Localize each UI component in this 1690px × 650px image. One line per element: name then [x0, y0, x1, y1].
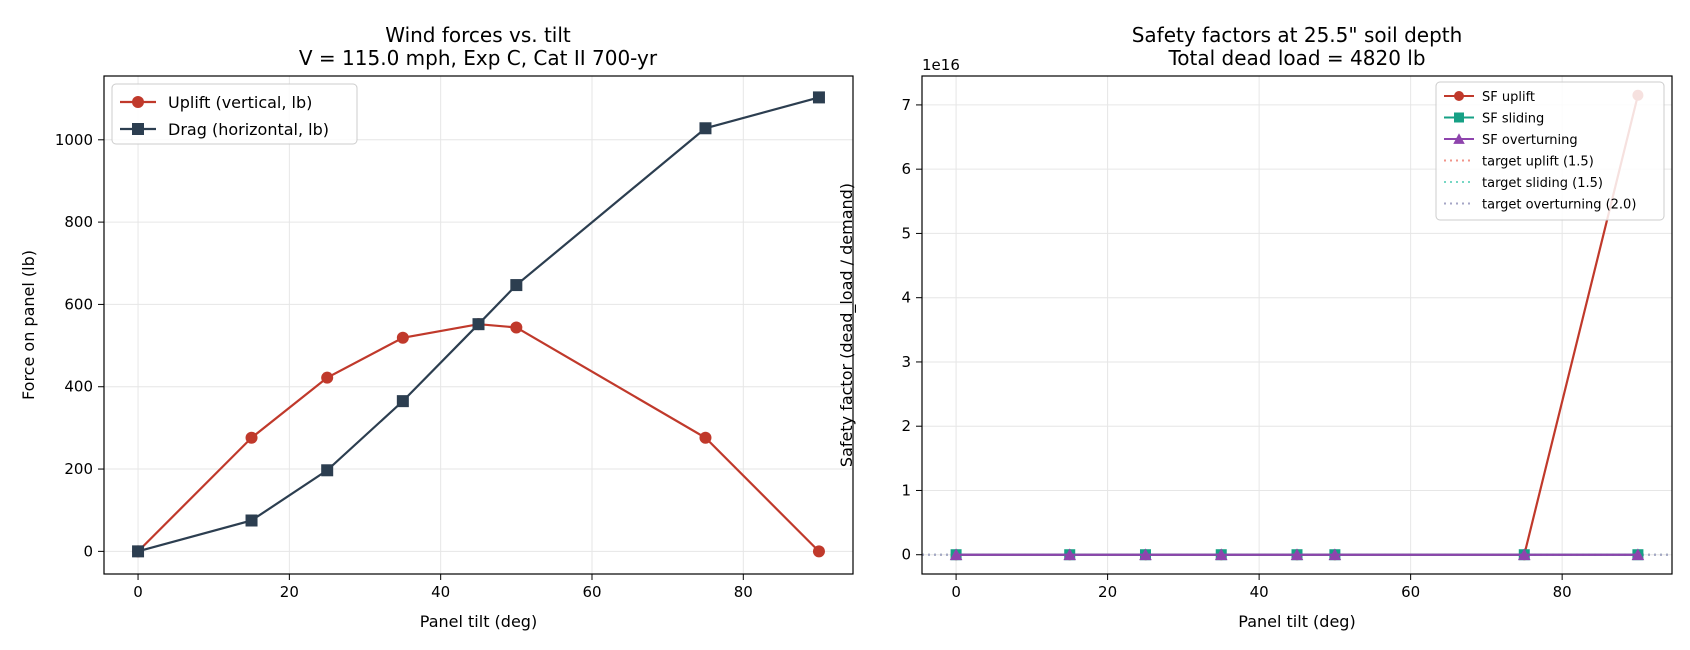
- y-tick-label: 1: [901, 481, 911, 499]
- y-axis-offset-label: 1e16: [922, 56, 960, 74]
- data-point: [1328, 548, 1342, 561]
- data-point: [812, 91, 825, 104]
- legend-marker: [1454, 91, 1464, 101]
- data-point: [1063, 548, 1077, 561]
- axes-frame: [103, 75, 854, 575]
- legend-label: target overturning (2.0): [1482, 198, 1636, 213]
- legend-marker: [1454, 112, 1464, 123]
- data-point: [949, 548, 963, 561]
- x-tick-label: 0: [951, 583, 961, 601]
- x-tick-label: 20: [280, 583, 299, 601]
- y-axis-label: Force on panel (lb): [19, 250, 38, 400]
- chart-subtitle: Total dead load = 4820 lb: [1167, 46, 1425, 70]
- y-tick-label: 3: [901, 353, 911, 371]
- legend-marker: [132, 123, 144, 135]
- chart-subtitle: V = 115.0 mph, Exp C, Cat II 700-yr: [299, 46, 658, 70]
- y-tick-label: 5: [901, 224, 911, 242]
- data-point: [321, 464, 334, 477]
- series-uplift-vertical-lb-: [132, 318, 825, 558]
- y-tick-label: 7: [901, 96, 911, 114]
- x-tick-label: 60: [582, 583, 601, 601]
- data-point: [699, 431, 712, 444]
- data-point: [396, 331, 409, 344]
- x-tick-label: 80: [1553, 583, 1572, 601]
- y-tick-label: 6: [901, 160, 911, 178]
- data-point: [321, 371, 334, 384]
- x-axis-label: Panel tilt (deg): [420, 612, 537, 631]
- legend-label: Uplift (vertical, lb): [168, 93, 312, 112]
- legend-label: Drag (horizontal, lb): [168, 120, 329, 139]
- y-tick-label: 1000: [55, 131, 93, 149]
- x-tick-label: 40: [1250, 583, 1269, 601]
- data-point: [510, 279, 523, 292]
- legend-label: SF overturning: [1482, 133, 1578, 148]
- data-point: [245, 431, 258, 444]
- legend-marker: [1453, 133, 1465, 144]
- legend-label: SF sliding: [1482, 112, 1544, 127]
- x-tick-label: 40: [431, 583, 450, 601]
- data-point: [510, 321, 523, 334]
- legend-label: target uplift (1.5): [1482, 155, 1594, 170]
- series-line: [137, 96, 820, 553]
- y-tick-label: 0: [83, 542, 93, 560]
- data-point: [245, 514, 258, 527]
- x-tick-label: 0: [133, 583, 143, 601]
- x-axis-label: Panel tilt (deg): [1238, 612, 1355, 631]
- legend-box: [1435, 81, 1665, 221]
- data-point: [1290, 548, 1304, 561]
- y-tick-label: 600: [64, 295, 93, 313]
- legend-marker: [132, 96, 144, 108]
- legend-box: [111, 83, 358, 145]
- chart-title: Safety factors at 25.5" soil depth: [1132, 23, 1463, 47]
- series-line: [137, 323, 820, 553]
- x-tick-label: 80: [734, 583, 753, 601]
- data-point: [472, 318, 485, 331]
- y-tick-label: 200: [64, 460, 93, 478]
- legend-label: SF uplift: [1482, 90, 1535, 105]
- data-point: [396, 395, 409, 408]
- y-axis-label: Safety factor (dead_load / demand): [837, 183, 857, 467]
- series-drag-horizontal-lb-: [132, 91, 825, 558]
- y-tick-label: 4: [901, 289, 911, 307]
- legend-label: target sliding (1.5): [1482, 176, 1603, 191]
- chart-title: Wind forces vs. tilt: [385, 23, 571, 47]
- series-sf-overturning: [949, 548, 1645, 561]
- y-tick-label: 0: [901, 546, 911, 564]
- data-point: [812, 545, 825, 558]
- y-tick-label: 400: [64, 378, 93, 396]
- y-tick-label: 800: [64, 213, 93, 231]
- legend: SF uplift SF sliding SF overturning target …: [1435, 81, 1665, 221]
- right-chart-safety-factors: Safety factors at 25.5" soil depthTotal …: [837, 23, 1673, 631]
- data-point: [132, 545, 145, 558]
- data-point: [1631, 548, 1645, 561]
- data-point: [699, 122, 712, 135]
- data-point: [1139, 548, 1152, 561]
- x-tick-label: 60: [1401, 583, 1420, 601]
- axes-frame: [921, 75, 1673, 575]
- x-tick-label: 20: [1098, 583, 1117, 601]
- y-tick-label: 2: [901, 417, 911, 435]
- data-point: [1517, 548, 1531, 561]
- legend: Uplift (vertical, lb) Drag (horizontal, l…: [111, 83, 358, 145]
- data-point: [1214, 548, 1228, 561]
